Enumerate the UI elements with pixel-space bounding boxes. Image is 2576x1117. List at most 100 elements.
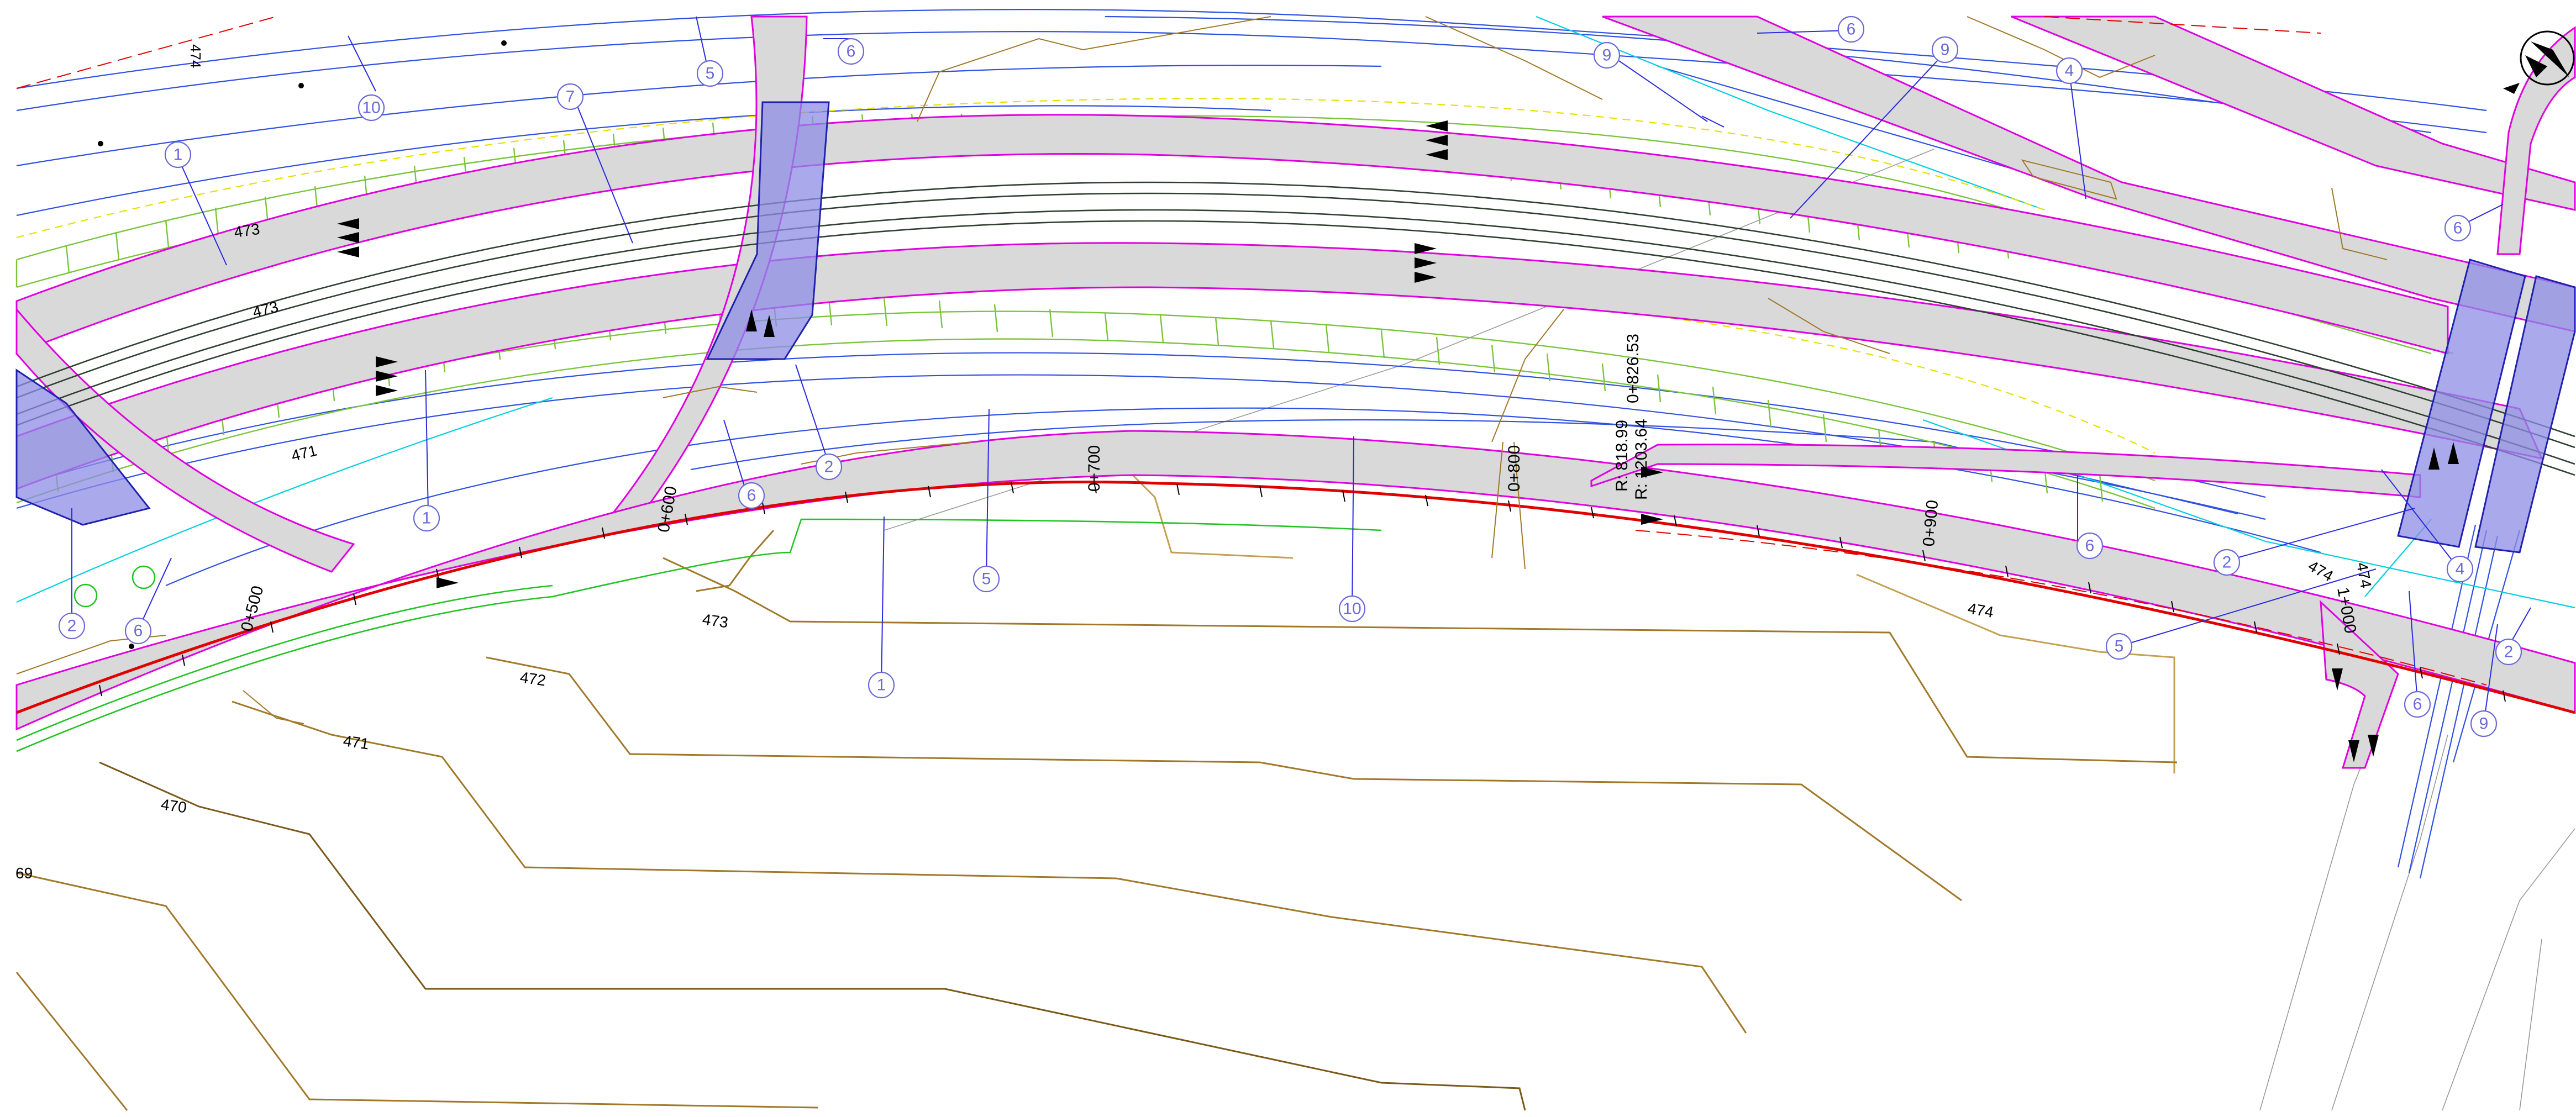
callout-bubble: 5 (2105, 633, 2133, 660)
svg-text:6: 6 (134, 622, 143, 640)
contour-label: 472 (519, 668, 547, 689)
svg-text:5: 5 (706, 65, 715, 83)
callout-leaders (71, 16, 2531, 724)
contour-label: 474 (2305, 557, 2336, 584)
svg-text:9: 9 (2479, 715, 2489, 733)
bridge-deck-top (706, 101, 830, 360)
svg-text:9: 9 (1602, 46, 1612, 65)
callout-bubble: 1 (413, 504, 440, 532)
bridge-deck-right-b (2474, 275, 2576, 554)
callout-bubble: 6 (2444, 214, 2472, 242)
contour-label: 69 (15, 865, 33, 882)
svg-text:1: 1 (422, 509, 432, 528)
alignment-centerline (16, 481, 2575, 714)
callout-bubble: 10 (1338, 595, 1366, 623)
svg-text:7: 7 (566, 88, 575, 106)
svg-text:6: 6 (2085, 537, 2095, 555)
contour-labels: 474 473 472 471 470 69 473 473 471 474 4… (15, 44, 2375, 882)
contour-label: 470 (160, 795, 188, 816)
curve-labels: R: 818.99 R: 1203.64 (1613, 419, 1650, 500)
chainage-label: 0+900 (1920, 499, 1942, 547)
callout-bubble: 9 (1931, 36, 1959, 64)
svg-text:4: 4 (2065, 62, 2074, 80)
contour-label: 471 (290, 441, 319, 464)
chainage-label: 0+800 (1505, 445, 1523, 492)
carriageway-south-link (2496, 26, 2576, 255)
callout-bubble: 9 (1593, 41, 1621, 69)
bridge-structures (15, 101, 2576, 554)
contour-line-474 (1856, 573, 2175, 773)
north-arrow (2520, 30, 2575, 86)
carriageway-top-right (2011, 15, 2576, 211)
contour-line-471 (232, 700, 1747, 1034)
callout-bubbles: 1 10 5 6 7 1 6 2 1 5 10 2 6 9 6 9 4 6 6 … (58, 15, 2522, 737)
callout-bubble: 2 (815, 453, 843, 481)
svg-text:2: 2 (824, 458, 834, 476)
callout-bubble: 6 (837, 38, 865, 65)
svg-text:10: 10 (362, 99, 380, 117)
chainage-label: 0+700 (1085, 445, 1103, 492)
traffic-arrows (337, 55, 2547, 762)
callout-bubble: 6 (738, 482, 765, 509)
contour-line-469 (16, 872, 818, 1109)
rail-track (16, 181, 2575, 476)
svg-text:6: 6 (847, 43, 856, 61)
callout-bubble: 9 (2470, 710, 2498, 737)
svg-text:6: 6 (747, 487, 756, 505)
chainage-labels: 0+500 0+600 0+700 0+800 0+826.53 0+900 1… (238, 334, 2359, 635)
carriageways (15, 15, 2576, 769)
survey-points (98, 40, 507, 649)
terrain-contours (15, 463, 2178, 1111)
chainage-label: 0+826.53 (1624, 334, 1642, 403)
callout-bubble: 4 (2446, 555, 2474, 583)
callout-bubble: 5 (696, 60, 724, 87)
callout-bubble: 2 (58, 612, 86, 640)
svg-text:5: 5 (982, 570, 991, 588)
contour-label: 474 (1967, 599, 1995, 621)
svg-text:10: 10 (1343, 600, 1361, 618)
carriageway-junction-right (2320, 600, 2399, 769)
callout-bubble: 2 (2213, 549, 2241, 576)
green-limits (16, 518, 1382, 752)
callout-bubble: 7 (556, 83, 584, 110)
chainage-ticks (99, 482, 2506, 702)
callout-bubble: 2 (2495, 638, 2522, 666)
svg-text:2: 2 (2222, 554, 2232, 572)
carriageway-north (15, 114, 2449, 355)
contour-line-468 (15, 972, 128, 1111)
svg-text:4: 4 (2456, 560, 2465, 578)
svg-text:1: 1 (174, 146, 183, 164)
curve-radius-label: R: 1203.64 (1632, 419, 1650, 500)
svg-text:1: 1 (877, 676, 886, 694)
contour-line-472 (486, 656, 1962, 902)
road-alignment (16, 481, 2575, 714)
contour-label: 471 (342, 732, 370, 752)
svg-text:5: 5 (2115, 637, 2124, 656)
callout-bubble: 1 (868, 671, 895, 699)
callout-bubble: 6 (1837, 15, 1865, 43)
curve-radius-label: R: 818.99 (1613, 420, 1631, 492)
contour-label: 474 (187, 44, 204, 68)
callout-bubble: 4 (2055, 57, 2083, 85)
callout-bubble: 10 (358, 94, 385, 122)
svg-text:6: 6 (1847, 20, 1856, 39)
callout-bubble: 1 (164, 141, 192, 168)
callout-bubble: 6 (2404, 691, 2431, 718)
svg-text:6: 6 (2413, 696, 2422, 714)
contour-label: 473 (701, 610, 729, 631)
callout-bubble: 6 (2076, 532, 2104, 560)
bridge-deck-right-a (2397, 259, 2526, 548)
contour-line-475 (1121, 463, 1294, 559)
ground-break-line (696, 530, 775, 592)
contour-label: 473 (251, 298, 280, 320)
svg-text:2: 2 (67, 617, 77, 635)
contour-line-473 (663, 557, 2178, 763)
svg-text:2: 2 (2504, 643, 2514, 661)
svg-text:6: 6 (2453, 219, 2463, 238)
callout-bubble: 6 (124, 617, 152, 645)
carriageway-ramp-left (15, 307, 355, 573)
svg-text:9: 9 (1941, 41, 1950, 59)
callout-bubble: 5 (972, 565, 1000, 593)
contour-line-470 (99, 761, 1526, 1111)
